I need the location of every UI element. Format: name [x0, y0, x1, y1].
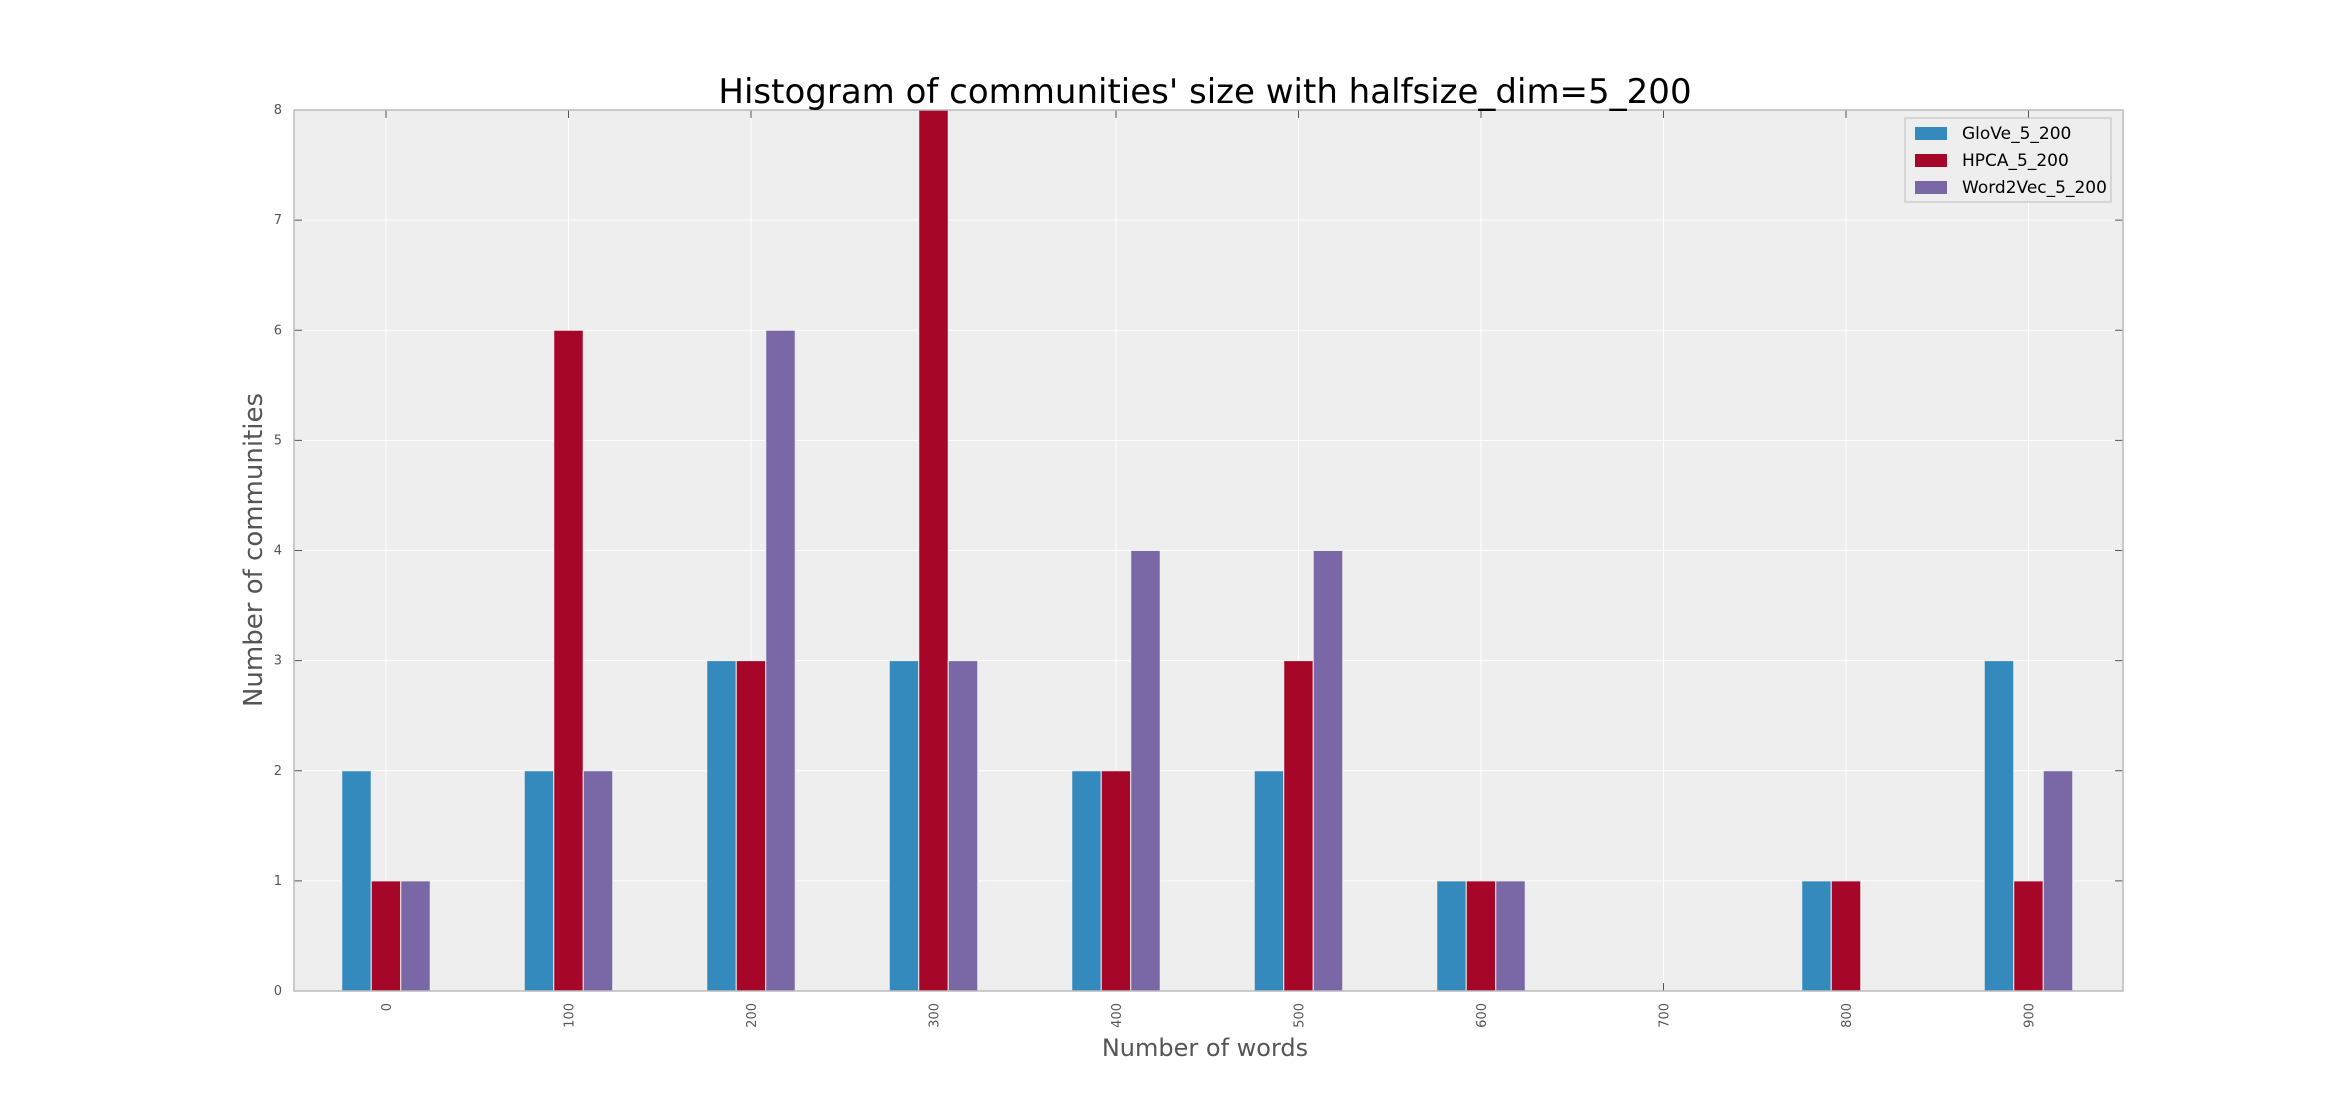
- y-tick-label: 1: [274, 874, 282, 889]
- bar-HPCA_5_200-600: [1465, 880, 1497, 992]
- y-tick-label: 3: [274, 654, 282, 669]
- legend-swatch: [1915, 127, 1947, 140]
- legend: GloVe_5_200 HPCA_5_200 Word2Vec_5_200: [1904, 117, 2112, 203]
- bar-GloVe_5_200-400: [1071, 770, 1102, 992]
- bar-Word2Vec_5_200-300: [947, 660, 979, 992]
- y-tick-label: 2: [274, 764, 282, 779]
- bar-GloVe_5_200-500: [1253, 770, 1285, 992]
- bar-HPCA_5_200-900: [2013, 880, 2044, 992]
- y-tick-label: 6: [274, 323, 282, 338]
- x-tick-label: 600: [1475, 1003, 1490, 1028]
- y-tick-label: 5: [274, 433, 282, 448]
- bar-Word2Vec_5_200-900: [2042, 770, 2074, 992]
- chart-title: Histogram of communities' size with half…: [718, 72, 1691, 112]
- x-tick-label: 700: [1658, 1003, 1673, 1028]
- bar-HPCA_5_200-500: [1283, 660, 1314, 992]
- bar-HPCA_5_200-100: [553, 329, 584, 992]
- x-tick-label: 200: [745, 1003, 760, 1028]
- y-tick-label: 7: [274, 213, 282, 228]
- x-tick-label: 100: [563, 1003, 578, 1028]
- bar-Word2Vec_5_200-100: [582, 770, 614, 992]
- x-tick-label: 400: [1110, 1003, 1125, 1028]
- bar-HPCA_5_200-400: [1100, 770, 1132, 992]
- bar-Word2Vec_5_200-600: [1495, 880, 1526, 992]
- bar-HPCA_5_200-200: [735, 660, 767, 992]
- bar-Word2Vec_5_200-400: [1130, 550, 1161, 992]
- y-tick-labels: 0 1 2 3 4 5 6 7 8: [274, 103, 282, 999]
- bar-Word2Vec_5_200-0: [400, 880, 431, 992]
- y-axis-label: Number of communities: [239, 393, 269, 707]
- y-tick-label: 8: [274, 103, 282, 118]
- x-tick-label: 800: [1840, 1003, 1855, 1028]
- legend-label: Word2Vec_5_200: [1962, 178, 2107, 198]
- x-tick-label: 500: [1293, 1003, 1308, 1028]
- bar-Word2Vec_5_200-200: [765, 329, 796, 992]
- bar-GloVe_5_200-100: [523, 770, 555, 992]
- y-tick-label: 4: [274, 544, 282, 559]
- bar-GloVe_5_200-600: [1436, 880, 1467, 992]
- x-tick-labels: 0 100 200 300 400 500 600 700 800 900: [380, 1003, 2038, 1028]
- legend-label: GloVe_5_200: [1962, 124, 2071, 144]
- bar-GloVe_5_200-800: [1801, 880, 1832, 992]
- plot-frame: [293, 109, 2124, 992]
- x-tick-label: 300: [928, 1003, 943, 1028]
- bar-HPCA_5_200-800: [1830, 880, 1862, 992]
- bar-Word2Vec_5_200-500: [1312, 550, 1344, 992]
- bar-GloVe_5_200-200: [706, 660, 737, 992]
- legend-swatch: [1915, 154, 1947, 167]
- legend-label: HPCA_5_200: [1962, 151, 2069, 171]
- y-tick-label: 0: [274, 984, 282, 999]
- bar-GloVe_5_200-0: [341, 770, 372, 992]
- x-tick-label: 900: [2023, 1003, 2038, 1028]
- grid-lines: [294, 109, 2123, 992]
- x-tick-label: 0: [380, 1003, 395, 1011]
- bar-HPCA_5_200-300: [918, 109, 949, 992]
- bar-GloVe_5_200-300: [888, 660, 920, 992]
- legend-swatch: [1915, 181, 1947, 194]
- bar-HPCA_5_200-0: [370, 880, 402, 992]
- x-axis-label: Number of words: [1102, 1034, 1308, 1062]
- bar-GloVe_5_200-900: [1983, 660, 2015, 992]
